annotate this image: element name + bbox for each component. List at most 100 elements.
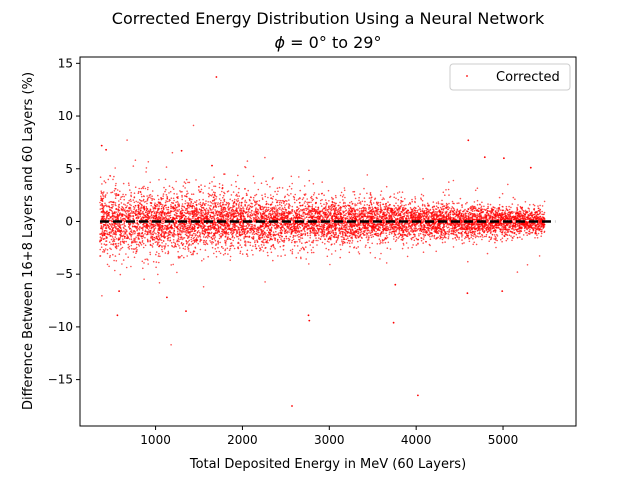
data-point — [421, 226, 423, 229]
data-point — [366, 203, 369, 206]
data-point — [252, 199, 255, 201]
data-point — [160, 203, 163, 205]
data-point — [102, 218, 105, 220]
data-point — [129, 198, 132, 201]
data-point — [418, 208, 420, 211]
data-point — [208, 232, 211, 234]
data-point — [145, 211, 147, 214]
data-point — [541, 213, 543, 216]
data-point — [314, 234, 316, 237]
data-point — [527, 220, 530, 223]
data-point — [125, 266, 128, 269]
data-point — [422, 238, 425, 240]
data-point — [393, 213, 396, 216]
data-point — [266, 206, 268, 209]
data-point — [141, 241, 144, 243]
data-point — [225, 240, 228, 242]
data-point — [357, 251, 360, 253]
data-point — [431, 217, 433, 220]
data-point — [165, 243, 167, 245]
data-point — [202, 258, 205, 260]
data-point — [184, 202, 186, 205]
data-point — [487, 220, 490, 222]
data-point — [227, 205, 230, 207]
data-point — [278, 215, 280, 218]
data-point — [104, 202, 106, 205]
data-point — [471, 210, 474, 212]
data-point — [213, 252, 215, 255]
data-point — [100, 246, 103, 248]
data-point — [351, 202, 354, 205]
data-point — [177, 236, 180, 238]
data-point — [207, 201, 209, 203]
data-point — [301, 237, 304, 239]
data-point — [207, 192, 210, 195]
data-point — [478, 236, 480, 238]
data-point — [198, 211, 200, 214]
data-point — [118, 253, 121, 255]
data-point — [473, 235, 475, 237]
data-point — [379, 235, 382, 237]
data-point — [343, 226, 345, 229]
data-point — [140, 217, 143, 219]
data-point — [149, 219, 151, 222]
data-point — [158, 261, 160, 264]
data-point — [224, 239, 226, 242]
data-point — [111, 220, 113, 223]
data-point — [99, 255, 102, 257]
data-point — [127, 243, 130, 246]
data-point — [456, 235, 459, 237]
data-point — [511, 203, 514, 205]
data-point — [158, 217, 161, 220]
data-point — [126, 202, 129, 204]
data-point — [115, 182, 117, 185]
data-point — [291, 205, 294, 208]
data-point — [257, 229, 260, 232]
data-point — [295, 227, 298, 229]
data-point — [339, 194, 342, 197]
data-point — [279, 214, 281, 216]
data-point — [501, 230, 504, 233]
data-point — [474, 236, 477, 239]
data-point — [476, 199, 479, 202]
data-point — [419, 208, 422, 211]
data-point — [161, 242, 163, 244]
data-point — [279, 206, 281, 209]
data-point — [114, 184, 117, 187]
data-point — [310, 196, 312, 199]
data-point — [134, 159, 137, 161]
data-point — [398, 235, 401, 238]
data-point — [122, 231, 124, 233]
data-point — [186, 207, 189, 210]
data-point — [153, 236, 156, 239]
data-point — [382, 229, 385, 232]
data-point — [142, 211, 144, 213]
data-point — [290, 175, 293, 178]
data-point — [114, 204, 116, 206]
data-point — [496, 233, 498, 236]
data-point — [166, 208, 168, 211]
data-point — [347, 237, 349, 239]
data-point — [187, 248, 190, 250]
data-point — [276, 187, 279, 189]
data-point — [313, 214, 315, 217]
data-point — [170, 344, 172, 346]
data-point — [288, 225, 291, 227]
data-point — [394, 228, 396, 230]
data-point — [425, 209, 428, 212]
phi-symbol: ϕ — [275, 33, 286, 52]
data-point — [445, 225, 448, 228]
data-point — [230, 194, 233, 196]
data-point — [146, 258, 148, 260]
data-point — [168, 200, 170, 203]
data-point — [376, 217, 379, 220]
data-point — [263, 241, 265, 244]
data-point — [355, 208, 358, 211]
data-point — [286, 189, 289, 191]
data-point — [137, 243, 140, 246]
data-point — [231, 210, 234, 213]
data-point — [284, 204, 286, 206]
data-point — [275, 207, 277, 209]
data-point — [112, 238, 115, 240]
data-point — [224, 203, 226, 206]
